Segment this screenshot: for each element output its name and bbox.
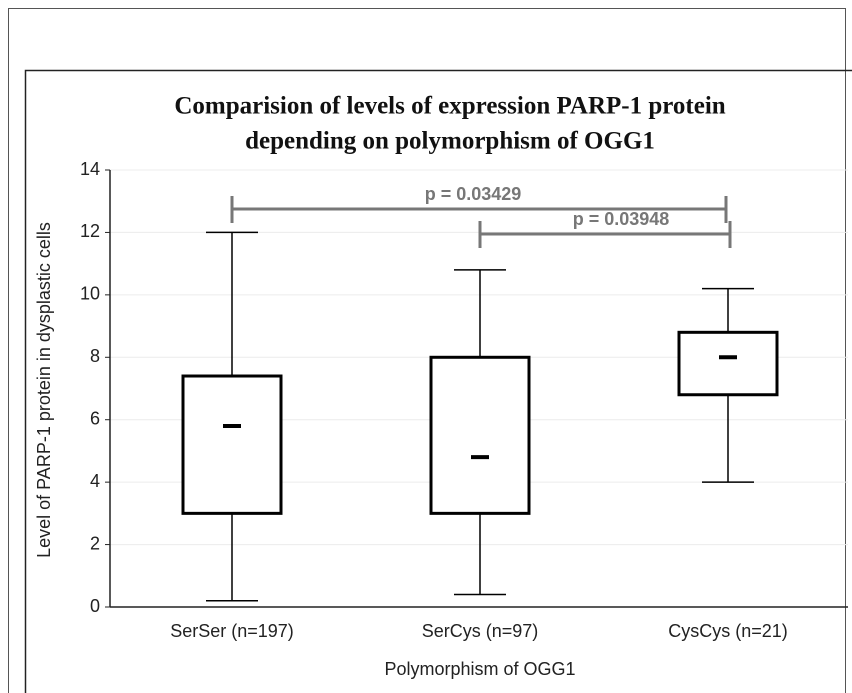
y-tick-label: 0	[90, 596, 100, 616]
annotation: p = 0.03429	[425, 184, 522, 204]
y-tick-label: 10	[80, 284, 100, 304]
x-tick-label: SerSer (n=197)	[170, 621, 294, 641]
y-tick-label: 4	[90, 471, 100, 491]
box	[429, 355, 531, 515]
y-tick-label: 14	[80, 159, 100, 179]
box	[181, 374, 283, 515]
y-tick-label: 8	[90, 346, 100, 366]
significance-bracket	[478, 221, 732, 248]
x-axis-label: Polymorphism of OGG1	[384, 659, 575, 679]
x-tick-label: SerCys (n=97)	[422, 621, 539, 641]
inner-frame	[24, 69, 852, 693]
y-axis-label: Level of PARP-1 protein in dysplastic ce…	[34, 222, 54, 558]
y-tick-label: 12	[80, 221, 100, 241]
box	[677, 330, 779, 397]
chart-title: Comparision of levels of expression PARP…	[174, 93, 725, 120]
y-tick-label: 2	[90, 533, 100, 553]
significance-bracket	[230, 196, 728, 223]
annotation: p = 0.03948	[573, 209, 670, 229]
y-tick-label: 6	[90, 408, 100, 428]
outer-frame	[8, 8, 846, 693]
x-tick-label: CysCys (n=21)	[668, 621, 788, 641]
chart-title: depending on polymorphism of OGG1	[245, 128, 655, 155]
